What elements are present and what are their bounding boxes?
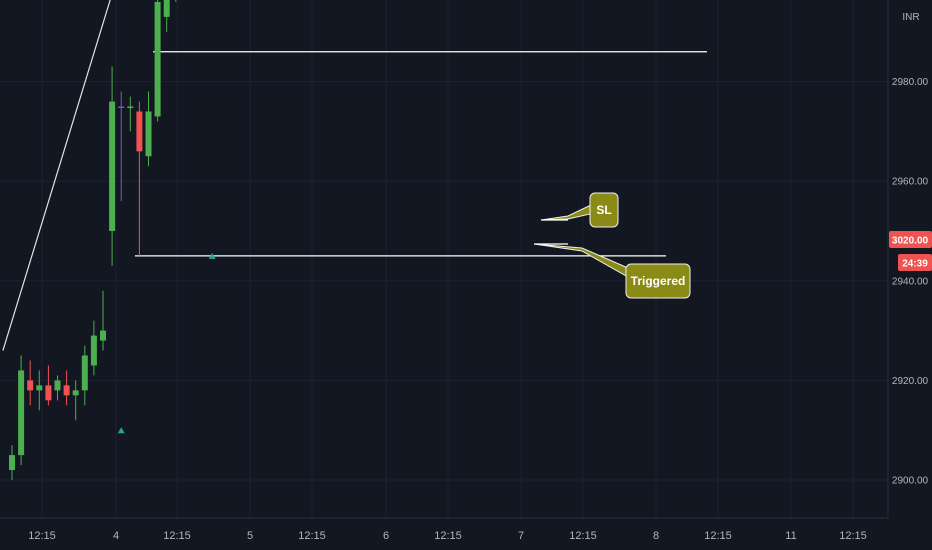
- candle-body: [81, 355, 88, 391]
- time-tick-label: 8: [653, 530, 659, 542]
- time-tick-label: 4: [113, 530, 119, 542]
- price-tick-label: 2960.00: [892, 177, 929, 188]
- currency-label: INR: [902, 12, 919, 23]
- callout-annotations[interactable]: SL Triggered: [533, 192, 691, 299]
- price-tick-label: 2940.00: [892, 276, 929, 287]
- time-axis: 12:15 4 12:15 5 12:15 6 12:15 7 12:15 8 12:15 11 12:…: [28, 530, 867, 542]
- candle-body: [9, 455, 15, 471]
- chart-grid: [0, 0, 888, 518]
- time-tick-label: 12:15: [434, 530, 462, 542]
- callout-label: SL: [596, 203, 611, 217]
- candle-body: [109, 101, 116, 232]
- time-tick-label: 11: [785, 530, 796, 542]
- candle-body: [100, 330, 106, 341]
- trend-line[interactable]: [2, 0, 322, 351]
- countdown-label: 24:39: [902, 259, 928, 270]
- time-tick-label: 12:15: [839, 530, 867, 542]
- price-axis: 2900.002920.002940.002960.002980.003000.…: [892, 77, 929, 487]
- candle-body: [127, 106, 134, 108]
- candle-body: [27, 380, 34, 391]
- buy-signal-triangle: [117, 427, 125, 434]
- time-tick-label: 12:15: [569, 530, 597, 542]
- time-tick-label: 6: [383, 530, 389, 542]
- candle-body: [36, 385, 43, 391]
- candle-body: [163, 0, 170, 17]
- callout-label: Triggered: [631, 274, 686, 288]
- countdown-badge-bg: [898, 254, 932, 271]
- candle-body: [136, 111, 143, 152]
- time-tick-label: 12:15: [28, 530, 56, 542]
- candle-body: [54, 380, 61, 391]
- time-tick-label: 5: [247, 530, 253, 542]
- time-axis-panel[interactable]: [0, 518, 932, 550]
- horizontal-levels[interactable]: [135, 0, 886, 257]
- last-price-label: 3020.00: [892, 236, 929, 247]
- last-price-badge: 3020.00 24:39: [889, 231, 932, 271]
- callout-box[interactable]: [625, 263, 691, 299]
- trend-lines[interactable]: [2, 0, 622, 351]
- candle-body: [18, 370, 25, 456]
- candle-body: [145, 111, 152, 157]
- price-tick-label: 2900.00: [892, 476, 929, 487]
- time-tick-label: 12:15: [298, 530, 326, 542]
- time-tick-label: 12:15: [704, 530, 732, 542]
- signal-markers: [117, 252, 216, 434]
- candle-body: [118, 106, 125, 108]
- time-tick-label: 7: [518, 530, 524, 542]
- price-tick-label: 2980.00: [892, 77, 929, 88]
- candle-body: [45, 385, 52, 401]
- time-tick-label: 12:15: [163, 530, 191, 542]
- price-tick-label: 2920.00: [892, 376, 929, 387]
- candle-body: [72, 390, 79, 396]
- last-price-badge-bg: [889, 231, 932, 248]
- callout-box[interactable]: [589, 192, 619, 228]
- buy-signal-triangle: [208, 252, 216, 259]
- candlestick-series: [9, 0, 177, 480]
- candle-body: [90, 335, 97, 366]
- candle-body: [63, 385, 70, 396]
- candle-body: [154, 1, 161, 117]
